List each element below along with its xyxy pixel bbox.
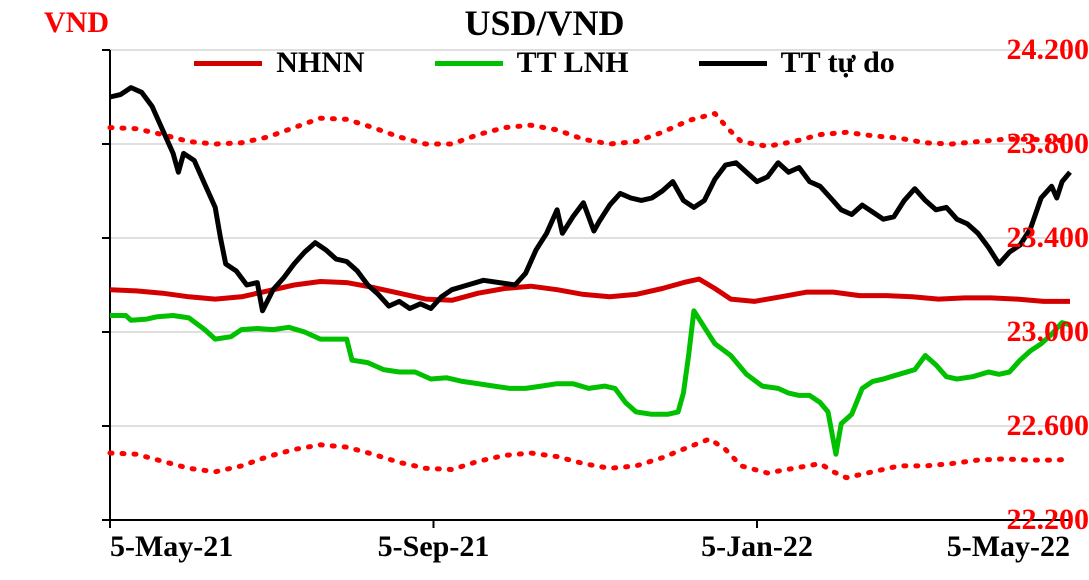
series-tt_tudo [110, 88, 1070, 311]
ytick-label: 23.000 [991, 315, 1089, 349]
ytick-label: 23.800 [991, 127, 1089, 161]
xtick-label: 5-Jan-22 [701, 530, 813, 564]
ytick-label: 24.200 [991, 33, 1089, 67]
xtick-label: 5-May-21 [110, 530, 233, 564]
series-nhnn_upper [110, 114, 1070, 147]
plot-svg [0, 0, 1089, 580]
series-nhnn_lower [110, 439, 1070, 478]
chart-container: USD/VND VND NHNN TT LNH TT tự do 22.2002… [0, 0, 1089, 580]
ytick-label: 23.400 [991, 221, 1089, 255]
xtick-label: 5-May-22 [947, 530, 1070, 564]
ytick-label: 22.600 [991, 409, 1089, 443]
xtick-label: 5-Sep-21 [378, 530, 490, 564]
